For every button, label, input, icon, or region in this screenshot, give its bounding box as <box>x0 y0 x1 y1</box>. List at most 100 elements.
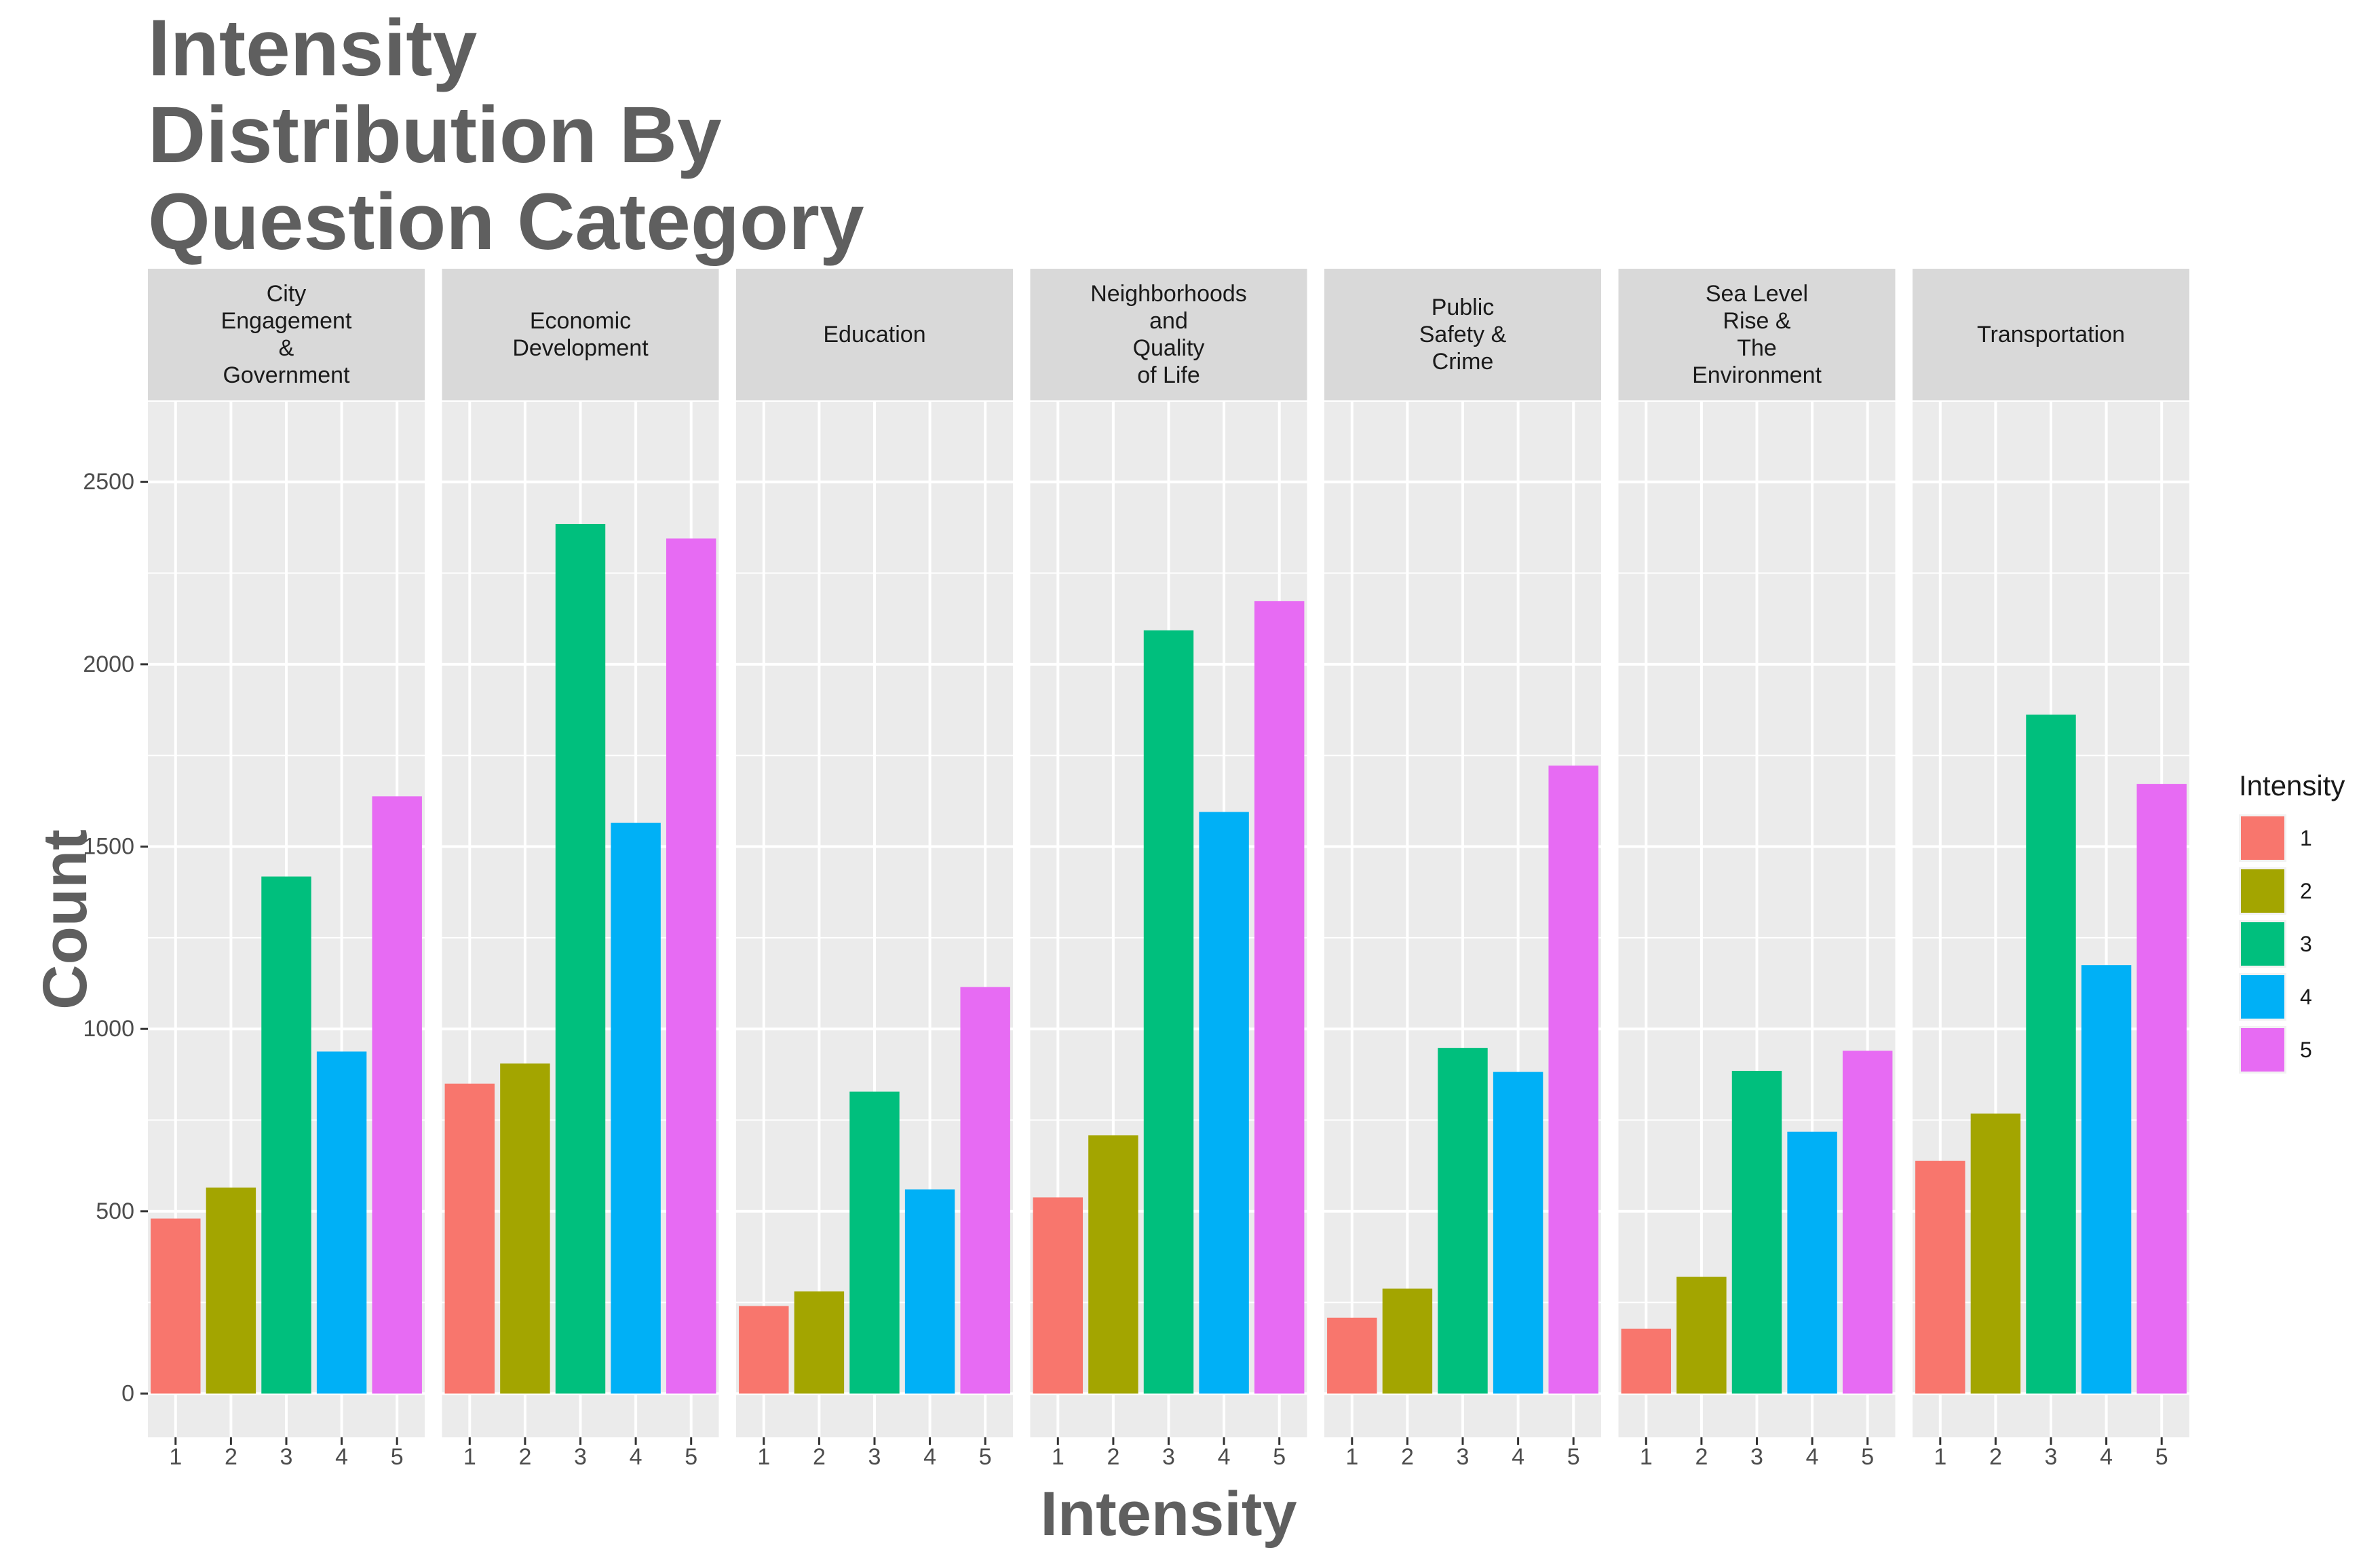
x-tick-label: 1 <box>1345 1444 1358 1470</box>
legend-swatch <box>2241 816 2284 860</box>
facet-label: Sea Level <box>1706 281 1808 307</box>
x-tick-label: 2 <box>1107 1444 1119 1470</box>
bar <box>1254 601 1305 1394</box>
bar <box>2026 715 2076 1394</box>
bar <box>739 1306 789 1394</box>
bar <box>1676 1276 1727 1394</box>
y-tick-label: 1000 <box>83 1016 134 1042</box>
facet-strip <box>148 269 425 400</box>
x-tick-label: 5 <box>685 1444 697 1470</box>
legend-label: 3 <box>2300 932 2312 956</box>
x-tick-label: 4 <box>630 1444 642 1470</box>
x-tick-label: 5 <box>391 1444 404 1470</box>
x-tick-label: 2 <box>813 1444 826 1470</box>
bar <box>1033 1197 1083 1394</box>
y-tick-label: 500 <box>96 1198 134 1224</box>
bar <box>444 1083 495 1394</box>
facet-strip <box>1618 269 1896 400</box>
bar <box>206 1187 256 1394</box>
x-tick-label: 4 <box>923 1444 936 1470</box>
facet-label: Education <box>823 322 925 347</box>
bar <box>849 1091 900 1394</box>
bar <box>372 796 422 1394</box>
facet-label: Safety & <box>1419 322 1507 347</box>
x-tick-label: 1 <box>1934 1444 1946 1470</box>
x-tick-label: 3 <box>1750 1444 1763 1470</box>
facet-label: Transportation <box>1977 322 2125 347</box>
bar <box>1088 1135 1138 1394</box>
facet-label: Crime <box>1432 349 1494 375</box>
bar <box>1731 1070 1782 1394</box>
bar <box>316 1051 367 1394</box>
legend-label: 4 <box>2300 985 2312 1009</box>
bar <box>904 1189 955 1394</box>
y-axis-title: Count <box>31 829 100 1010</box>
facet-label: Development <box>512 335 649 361</box>
bar <box>1621 1328 1672 1394</box>
x-tick-label: 5 <box>1861 1444 1874 1470</box>
bar <box>2136 784 2187 1394</box>
x-tick-label: 3 <box>2045 1444 2058 1470</box>
bar <box>1970 1113 2021 1394</box>
bar <box>1787 1131 1837 1394</box>
x-tick-label: 3 <box>1162 1444 1175 1470</box>
facet-label: Economic <box>530 308 631 334</box>
legend-title: Intensity <box>2239 770 2345 801</box>
x-tick-label: 2 <box>518 1444 531 1470</box>
legend-label: 1 <box>2300 826 2312 850</box>
bar <box>151 1218 201 1394</box>
bar <box>555 524 606 1394</box>
legend-swatch <box>2241 975 2284 1019</box>
bar <box>666 538 716 1394</box>
x-tick-label: 4 <box>1512 1444 1524 1470</box>
x-tick-label: 2 <box>225 1444 237 1470</box>
bar <box>1327 1317 1377 1394</box>
bar <box>1842 1051 1893 1394</box>
x-tick-label: 2 <box>1989 1444 2002 1470</box>
x-tick-label: 1 <box>757 1444 770 1470</box>
facet-strip <box>1324 269 1601 400</box>
x-tick-label: 5 <box>2155 1444 2168 1470</box>
bar <box>1143 630 1194 1394</box>
chart-title-line-3: Question Category <box>148 177 864 267</box>
bar <box>1199 812 1249 1394</box>
bar <box>1438 1048 1488 1394</box>
facet-label: Public <box>1432 295 1495 320</box>
x-tick-label: 5 <box>979 1444 992 1470</box>
facet-label: Environment <box>1692 362 1822 388</box>
facet-label: Neighborhoods <box>1090 281 1247 307</box>
y-tick-label: 2000 <box>83 651 134 677</box>
y-tick-label: 2500 <box>83 469 134 495</box>
bar <box>1382 1288 1433 1394</box>
facet-label: of Life <box>1137 362 1200 388</box>
x-tick-label: 3 <box>280 1444 293 1470</box>
facet-strip <box>442 269 719 400</box>
facet-label: and <box>1149 308 1188 334</box>
facet-label: Engagement <box>221 308 352 334</box>
bar <box>1493 1072 1543 1394</box>
legend-swatch <box>2241 922 2284 966</box>
x-tick-label: 1 <box>1640 1444 1653 1470</box>
x-tick-label: 4 <box>335 1444 348 1470</box>
y-tick-label: 1500 <box>83 834 134 860</box>
x-tick-label: 4 <box>1218 1444 1231 1470</box>
bar <box>794 1291 845 1394</box>
x-tick-label: 5 <box>1273 1444 1286 1470</box>
bar <box>611 822 661 1394</box>
legend-label: 5 <box>2300 1038 2312 1062</box>
x-tick-label: 2 <box>1695 1444 1708 1470</box>
x-tick-label: 1 <box>1052 1444 1064 1470</box>
facet-label: Government <box>223 362 350 388</box>
facet-label: Quality <box>1133 335 1205 361</box>
chart-title-line-1: Intensity <box>148 3 478 93</box>
facet-strip <box>1030 269 1307 400</box>
y-tick-label: 0 <box>121 1381 134 1407</box>
bar <box>261 876 311 1394</box>
x-tick-label: 4 <box>1806 1444 1819 1470</box>
x-tick-label: 1 <box>463 1444 476 1470</box>
x-tick-label: 5 <box>1567 1444 1580 1470</box>
x-tick-label: 3 <box>1457 1444 1470 1470</box>
x-tick-label: 3 <box>574 1444 587 1470</box>
